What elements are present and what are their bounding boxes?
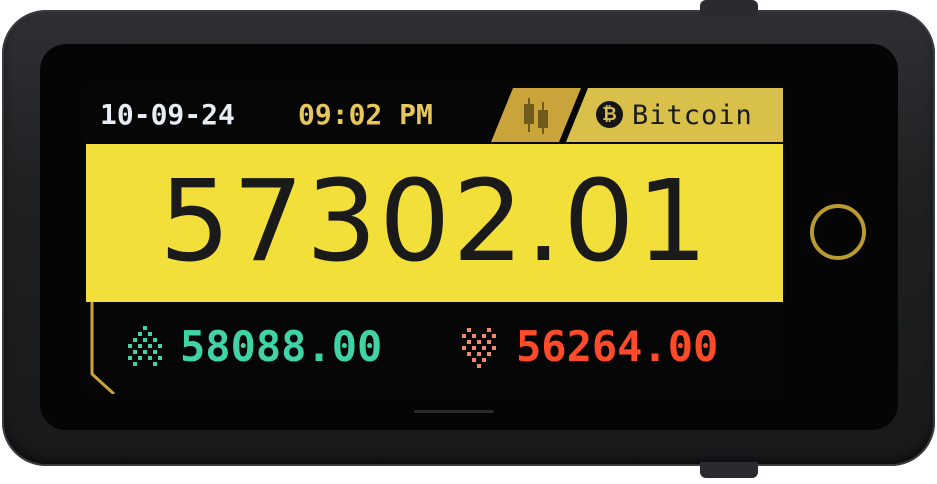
- corner-accent-line: [90, 302, 116, 394]
- coin-tab: ₿ Bitcoin: [566, 88, 783, 142]
- bottom-side-button[interactable]: [700, 462, 758, 478]
- candlestick-chart-icon: [491, 88, 581, 142]
- low-price: 56264.00: [516, 322, 719, 371]
- display-screen: 10-09-24 09:02 PM ₿ Bitcoin 57302.01 580…: [86, 86, 783, 394]
- chart-tab: [491, 88, 581, 142]
- up-arrow-icon: [128, 326, 162, 366]
- date-label: 10-09-24: [100, 98, 235, 131]
- bitcoin-icon: ₿: [596, 101, 623, 128]
- current-price: 57302.01: [159, 157, 710, 287]
- high-price: 58088.00: [180, 322, 383, 371]
- time-label: 09:02 PM: [298, 98, 433, 131]
- ring-button-icon[interactable]: [810, 204, 866, 260]
- down-arrow-icon: [462, 328, 496, 368]
- coin-name: Bitcoin: [632, 100, 753, 131]
- top-side-button[interactable]: [700, 0, 758, 16]
- screen-bottom-edge: [414, 410, 494, 413]
- price-panel: 57302.01: [86, 144, 783, 302]
